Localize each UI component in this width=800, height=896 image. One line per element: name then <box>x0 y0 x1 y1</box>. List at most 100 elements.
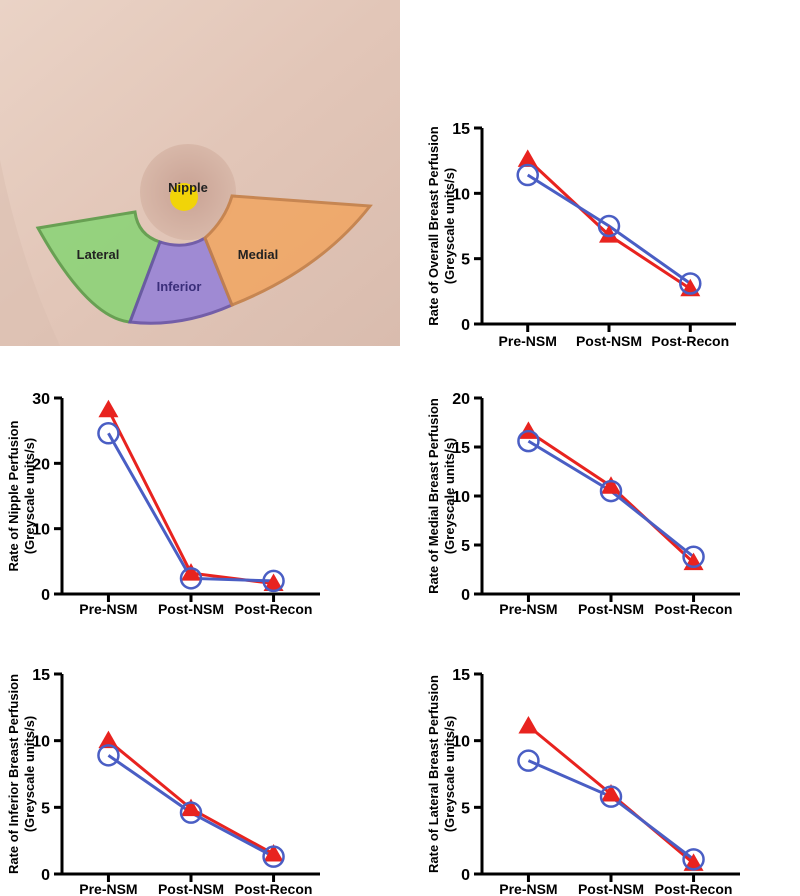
point-blue-circle <box>179 801 203 824</box>
x-tick-label: Pre-NSM <box>79 601 137 617</box>
x-tick-label: Post-Recon <box>235 601 313 617</box>
x-tick-label: Post-NSM <box>158 601 224 617</box>
y-tick-label: 20 <box>452 391 470 408</box>
chart-lateral: 0 5 10 15 Pre-NSM Post-NSM Post-Recon Rate of L… <box>420 660 800 896</box>
series-line-red-triangle <box>107 409 274 586</box>
chart-svg-inferior: 0 5 10 15 Pre-NSM Post-NSM Post-Recon Rate of I… <box>6 667 320 896</box>
y-tick-label: 0 <box>41 867 50 884</box>
point-blue-circle <box>262 569 285 593</box>
y-axis-label: Rate of Medial Breast Perfusion (Greyscal… <box>426 398 457 594</box>
point-red-triangle <box>181 563 201 581</box>
point-blue-circle <box>179 567 203 590</box>
breast-region-svg: Nipple Lateral Inferior Medial <box>0 0 400 346</box>
x-tick-label: Post-Recon <box>655 881 733 896</box>
point-red-triangle <box>518 716 539 734</box>
y-tick-label: 15 <box>452 667 470 684</box>
y-tick-label: 10 <box>452 734 470 751</box>
y-tick-label: 20 <box>32 456 50 473</box>
y-axis-label-line2: (Greyscale units/s) <box>442 168 457 284</box>
x-tick-label: Post-Recon <box>235 881 313 896</box>
y-axis-label-line2: (Greyscale units/s) <box>22 716 37 832</box>
x-tick-label: Pre-NSM <box>499 333 557 349</box>
y-tick-label: 5 <box>41 800 50 817</box>
y-tick-label: 10 <box>32 522 50 539</box>
y-axis-label-line1: Rate of Nipple Perfusion <box>6 420 21 571</box>
point-red-triangle <box>263 573 284 592</box>
y-tick-label: 15 <box>452 121 470 138</box>
y-axis-label-line1: Rate of Lateral Breast Perfusion <box>426 675 441 873</box>
point-blue-circle <box>517 429 540 453</box>
series-line-red-triangle <box>526 158 692 290</box>
y-tick-label: 10 <box>452 489 470 506</box>
point-blue-circle <box>97 744 120 767</box>
label-inferior: Inferior <box>157 279 202 294</box>
point-red-triangle <box>599 225 619 243</box>
y-axis-label: Rate of Nipple Perfusion (Greyscale units… <box>6 420 37 571</box>
point-blue-circle <box>97 422 120 445</box>
y-tick-label: 5 <box>461 252 470 269</box>
point-blue-circle <box>682 848 705 871</box>
chart-svg-overall: 0 5 10 15 Pre-NSM Post-NSM Post-Recon Rate of O… <box>426 121 736 349</box>
skin-shadow <box>0 0 60 346</box>
y-axis-label-line2: (Greyscale units/s) <box>22 438 37 554</box>
y-tick-label: 30 <box>32 391 50 408</box>
point-red-triangle <box>517 149 538 167</box>
label-lateral: Lateral <box>77 247 120 262</box>
breast-region-diagram: Nipple Lateral Inferior Medial <box>0 0 400 346</box>
point-blue-circle <box>599 785 623 808</box>
y-tick-label: 0 <box>461 867 470 884</box>
chart-svg-lateral: 0 5 10 15 Pre-NSM Post-NSM Post-Recon Rate of L… <box>426 667 740 896</box>
series-line-red-triangle <box>527 430 695 564</box>
point-red-triangle <box>263 844 284 862</box>
point-red-triangle <box>601 476 621 494</box>
chart-svg-nipple: 0 10 20 30 Pre-NSM Post-NSM Post-Recon Rate of … <box>6 391 320 617</box>
y-axis-label: Rate of Inferior Breast Perfusion (Greysc… <box>6 674 37 874</box>
point-red-triangle <box>98 730 119 749</box>
x-tick-label: Pre-NSM <box>499 601 557 617</box>
series-line-blue-circle <box>107 432 274 583</box>
chart-overall: 0 5 10 15 Pre-NSM Post-NSM Post-Recon Rate of O… <box>420 110 800 360</box>
point-red-triangle <box>98 399 119 418</box>
y-tick-label: 15 <box>32 667 50 684</box>
region-nipple <box>170 183 198 211</box>
y-axis-label: Rate of Overall Breast Perfusion (Greysca… <box>426 126 457 325</box>
y-tick-label: 10 <box>32 734 50 751</box>
y-tick-label: 10 <box>452 186 470 203</box>
y-tick-label: 0 <box>461 317 470 334</box>
y-tick-label: 5 <box>461 800 470 817</box>
x-tick-label: Post-NSM <box>576 333 642 349</box>
point-blue-circle <box>597 214 621 238</box>
label-medial: Medial <box>238 247 278 262</box>
region-inferior <box>127 235 234 325</box>
y-tick-label: 15 <box>452 440 470 457</box>
point-blue-circle <box>262 845 285 868</box>
x-tick-label: Post-NSM <box>578 601 644 617</box>
y-axis-label-line1: Rate of Inferior Breast Perfusion <box>6 674 21 874</box>
point-blue-circle <box>679 272 702 295</box>
y-axis-label: Rate of Lateral Breast Perfusion (Greysca… <box>426 675 457 873</box>
point-blue-circle <box>517 749 540 772</box>
y-axis-label-line1: Rate of Overall Breast Perfusion <box>426 126 441 325</box>
x-tick-label: Pre-NSM <box>79 881 137 896</box>
series-line-blue-circle <box>527 759 695 861</box>
y-axis-label-line2: (Greyscale units/s) <box>442 716 457 832</box>
y-axis-label-line1: Rate of Medial Breast Perfusion <box>426 398 441 594</box>
y-tick-label: 0 <box>461 587 470 604</box>
x-tick-label: Post-Recon <box>651 333 729 349</box>
chart-nipple: 0 10 20 30 Pre-NSM Post-NSM Post-Recon Rate of … <box>0 384 380 624</box>
chart-inferior: 0 5 10 15 Pre-NSM Post-NSM Post-Recon Rate of I… <box>0 660 380 896</box>
point-red-triangle <box>683 853 704 871</box>
y-tick-label: 5 <box>461 538 470 555</box>
point-blue-circle <box>599 479 623 503</box>
x-tick-label: Post-Recon <box>655 601 733 617</box>
chart-medial: 0 5 10 15 20 Pre-NSM Post-NSM Post-Recon Rate of… <box>420 384 800 624</box>
x-tick-label: Pre-NSM <box>499 881 557 896</box>
x-tick-label: Post-NSM <box>578 881 644 896</box>
label-nipple: Nipple <box>168 180 208 195</box>
point-blue-circle <box>682 545 705 569</box>
point-red-triangle <box>601 784 621 802</box>
y-axis-label-line2: (Greyscale units/s) <box>442 438 457 554</box>
region-medial <box>203 194 373 307</box>
x-tick-label: Post-NSM <box>158 881 224 896</box>
point-red-triangle <box>181 798 201 817</box>
